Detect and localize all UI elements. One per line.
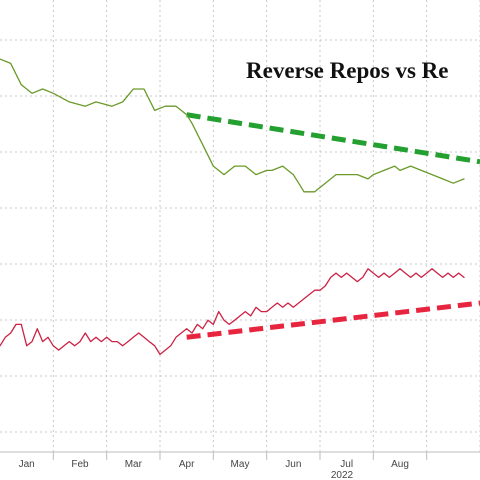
chart-title: Reverse Repos vs Re [246, 58, 448, 83]
x-tick-label: Jul [340, 459, 353, 470]
grid [0, 0, 480, 452]
x-tick-labels: Jan Feb Mar Apr May Jun Jul Aug [19, 452, 428, 470]
x-year-label: 2022 [331, 470, 354, 480]
series-line-green [0, 58, 465, 193]
x-tick-label: Jan [19, 459, 35, 470]
downtrend-line [186, 112, 480, 165]
x-tick-label: Aug [391, 459, 409, 470]
series-lines [0, 58, 465, 356]
x-tick-label: Feb [71, 459, 89, 470]
x-tick-label: May [231, 459, 250, 470]
x-tick-label: Mar [125, 459, 143, 470]
x-tick-label: Apr [179, 459, 195, 470]
x-tick-label: Jun [285, 459, 301, 470]
series-line-red [0, 268, 465, 356]
trend-lines [186, 112, 480, 340]
uptrend-line [186, 300, 480, 340]
